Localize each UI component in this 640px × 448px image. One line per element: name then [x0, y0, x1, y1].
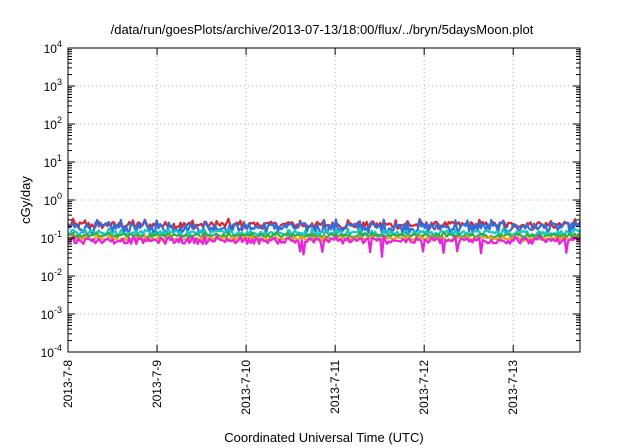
y-tick-label: 102: [44, 115, 62, 132]
y-tick-label: 10-3: [41, 305, 62, 322]
x-axis-label: Coordinated Universal Time (UTC): [224, 430, 423, 445]
x-tick-label: 2013-7-12: [417, 360, 431, 415]
x-tick-label: 2013-7-11: [328, 360, 342, 414]
series-line-4: [67, 231, 581, 239]
series-line-2: [67, 218, 581, 235]
y-tick-label: 10-1: [41, 229, 62, 246]
x-axis: 2013-7-8 2013-7-9 2013-7-10 2013-7-11 2013-7…: [61, 48, 520, 415]
grid: [68, 48, 580, 352]
x-tick-label: 2013-7-13: [506, 360, 520, 415]
x-tick-label: 2013-7-10: [239, 360, 253, 415]
y-tick-label: 10-2: [41, 267, 62, 284]
y-tick-label: 101: [44, 153, 62, 170]
x-tick-label: 2013-7-8: [61, 360, 75, 408]
series-line-6: [67, 235, 581, 258]
series-line-5: [67, 234, 581, 242]
y-axis: 10-4 10-3 10-2 10-1 100 101 102 103 104: [41, 39, 580, 360]
y-axis-label: cGy/day: [18, 176, 33, 224]
series-line-3: [67, 227, 581, 238]
y-tick-label: 104: [44, 39, 62, 56]
x-tick-label: 2013-7-9: [150, 360, 164, 408]
chart-title: /data/run/goesPlots/archive/2013-07-13/1…: [111, 22, 534, 37]
y-tick-label: 103: [44, 77, 62, 94]
series-layer: [67, 217, 581, 258]
y-tick-label: 10-4: [41, 343, 62, 360]
y-tick-label: 100: [44, 191, 62, 208]
